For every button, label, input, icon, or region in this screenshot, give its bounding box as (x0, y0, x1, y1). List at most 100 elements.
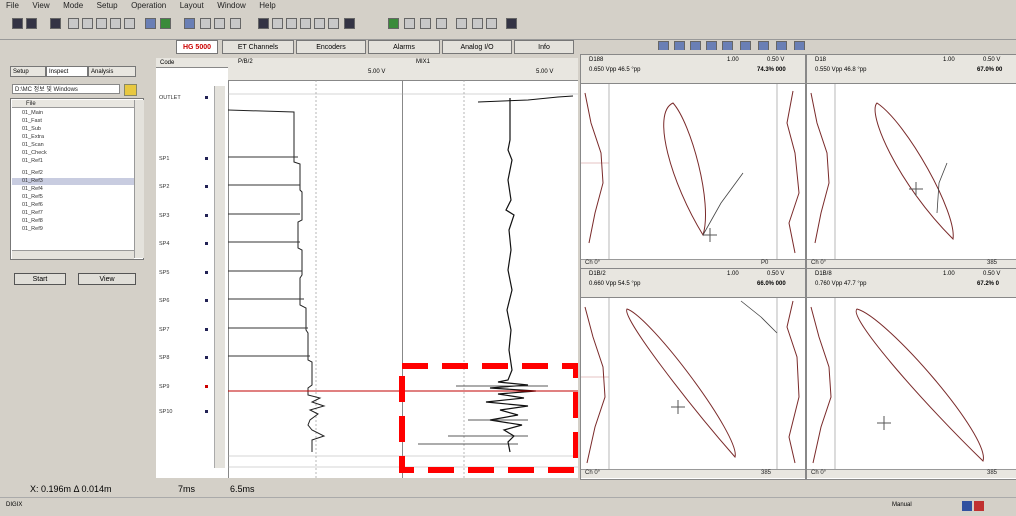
file-list-header[interactable]: File (12, 100, 134, 108)
lissajous-4-footer: Ch 0° 385 (807, 469, 1016, 478)
code-scrollbar[interactable] (214, 86, 225, 468)
folder-icon-browse[interactable] (124, 84, 137, 96)
tab-setup[interactable]: Setup (10, 66, 46, 77)
code-marker (205, 410, 208, 413)
code-marker-active (205, 385, 208, 388)
open-icon[interactable] (26, 18, 37, 29)
menu-help[interactable]: Help (259, 1, 276, 10)
list-item[interactable]: 01_Extra (22, 134, 45, 140)
lissajous-1-footer-right[interactable]: P0 (761, 260, 769, 266)
status-bar: DIGIX Manual (0, 497, 1016, 516)
marker-icon[interactable] (472, 18, 483, 29)
lissajous-panel-3[interactable]: D1B/2 1.00 0.50 V 0.660 Vpp 54.5 °pp 66.… (580, 268, 806, 480)
lissajous-1-footer: Ch 0° P0 (581, 259, 805, 268)
menu-setup[interactable]: Setup (96, 1, 118, 10)
tab-info[interactable]: Info (514, 40, 574, 54)
lissajous-2-readout: 0.550 Vpp 46.8 °pp (815, 67, 867, 73)
list-item[interactable]: 01_Fast (22, 118, 42, 124)
print-icon[interactable] (272, 18, 283, 29)
list-item[interactable]: 01_Ref5 (22, 194, 43, 200)
list-item[interactable]: 01_Main (22, 110, 44, 116)
code-label: SP3 (159, 213, 170, 219)
tab-alarms[interactable]: Alarms (368, 40, 440, 54)
preview-icon[interactable] (286, 18, 297, 29)
network-icon (962, 501, 972, 511)
menu-window[interactable]: Window (217, 1, 246, 10)
step-icon[interactable] (436, 18, 447, 29)
lissajous-3-footer-right[interactable]: 385 (761, 470, 772, 476)
code-label: OUTLET (159, 95, 181, 101)
export-icon[interactable] (506, 18, 517, 29)
menu-file[interactable]: File (6, 1, 19, 10)
strip-chart-2[interactable] (402, 58, 579, 478)
pointer-icon[interactable] (68, 18, 79, 29)
loop-icon[interactable] (456, 18, 467, 29)
code-marker (205, 242, 208, 245)
code-marker (205, 299, 208, 302)
save-icon[interactable] (12, 18, 23, 29)
flag-icon[interactable] (486, 18, 497, 29)
cursor-coordinates: X: 0.196m Δ 0.014m (30, 484, 112, 494)
list-item[interactable]: 01_Check (22, 150, 47, 156)
list-item[interactable]: 01_Ref1 (22, 158, 43, 164)
folder-open-icon[interactable] (230, 18, 241, 29)
menu-mode[interactable]: Mode (63, 1, 84, 10)
list-item[interactable]: 01_Ref6 (22, 202, 43, 208)
cursor-icon[interactable] (124, 18, 135, 29)
grid-icon[interactable] (50, 18, 61, 29)
measure-icon[interactable] (110, 18, 121, 29)
lissajous-4-footer-right[interactable]: 385 (987, 470, 998, 476)
filter-icon[interactable] (314, 18, 325, 29)
lissajous-panel-2[interactable]: D18 1.00 0.50 V 0.550 Vpp 46.8 °pp 67.0%… (806, 54, 1016, 268)
list-item[interactable]: 01_Ref4 (22, 186, 43, 192)
menu-layout[interactable]: Layout (179, 1, 204, 10)
menu-view[interactable]: View (32, 1, 50, 10)
list-item[interactable]: 01_Sub (22, 126, 41, 132)
window-icon[interactable] (145, 18, 156, 29)
lissajous-3-plot (581, 297, 800, 469)
lissajous-2-gain: 1.00 (943, 57, 955, 63)
lissajous-3-pct: 66.0% 000 (757, 281, 786, 287)
refresh-icon[interactable] (300, 18, 311, 29)
strip-1-name: P/B/2 (238, 59, 253, 65)
list-item[interactable]: 01_Ref2 (22, 170, 43, 176)
tab-et-channels[interactable]: ET Channels (222, 40, 294, 54)
channel-icon[interactable] (184, 18, 195, 29)
copy-icon[interactable] (200, 18, 211, 29)
file-list-hscrollbar[interactable] (12, 250, 134, 259)
file-list-scrollbar[interactable] (134, 100, 144, 258)
menu-operation[interactable]: Operation (131, 1, 167, 10)
tab-encoders[interactable]: Encoders (296, 40, 366, 54)
stop-icon[interactable] (420, 18, 431, 29)
list-item[interactable]: 01_Scan (22, 142, 44, 148)
lissajous-2-footer-right[interactable]: 385 (987, 260, 998, 266)
pan-icon[interactable] (96, 18, 107, 29)
record-icon[interactable] (388, 18, 399, 29)
play-icon[interactable] (404, 18, 415, 29)
tab-analysis[interactable]: Analysis (88, 66, 136, 77)
lissajous-1-pct: 74.3% 000 (757, 67, 786, 73)
lissajous-panel-1[interactable]: D188 1.00 0.50 V 0.650 Vpp 46.5 °pp 74.3… (580, 54, 806, 268)
view-button[interactable]: View (78, 273, 136, 285)
folder-icon[interactable] (214, 18, 225, 29)
code-marker (205, 185, 208, 188)
list-item[interactable]: 01_Ref7 (22, 210, 43, 216)
list-item[interactable]: 01_Ref8 (22, 218, 43, 224)
code-marker (205, 96, 208, 99)
list-item[interactable]: 01_Ref3 (22, 178, 43, 184)
start-button[interactable]: Start (14, 273, 66, 285)
tab-inspect[interactable]: Inspect (46, 66, 88, 77)
lissajous-2-header: D18 1.00 0.50 V 0.550 Vpp 46.8 °pp 67.0%… (807, 55, 1016, 84)
settings-icon[interactable] (328, 18, 339, 29)
lissajous-3-name: D1B/2 (589, 271, 606, 277)
code-label: SP8 (159, 355, 170, 361)
layout-icon[interactable] (160, 18, 171, 29)
lissajous-panel-4[interactable]: D1B/8 1.00 0.50 V 0.760 Vpp 47.7 °pp 67.… (806, 268, 1016, 480)
list-item[interactable]: 01_Ref9 (22, 226, 43, 232)
tab-analog-io[interactable]: Analog I/O (442, 40, 512, 54)
disk-icon[interactable] (258, 18, 269, 29)
path-field[interactable]: D:\MC 정보 및 Windows (12, 84, 120, 94)
mode-badge-tab[interactable]: HG 5000 (176, 40, 218, 54)
monitor-icon[interactable] (344, 18, 355, 29)
zoom-icon[interactable] (82, 18, 93, 29)
